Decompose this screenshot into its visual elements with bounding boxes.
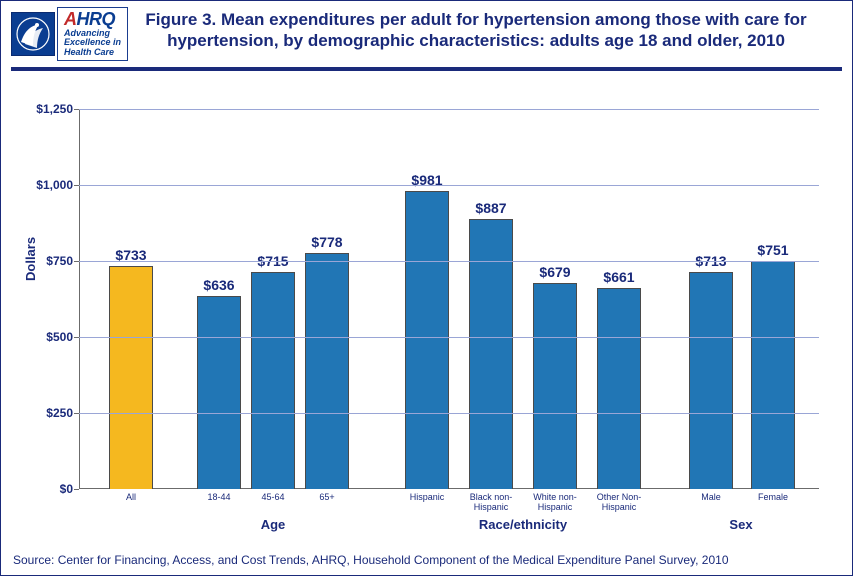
bar-category-label: 65+ bbox=[295, 493, 359, 503]
logo-block: AHRQ Advancing Excellence in Health Care bbox=[11, 7, 128, 61]
y-tick-label: $1,250 bbox=[36, 102, 73, 116]
ahrq-logo: AHRQ Advancing Excellence in Health Care bbox=[57, 7, 128, 61]
bar-value-label: $636 bbox=[203, 277, 234, 293]
y-tick-label: $1,000 bbox=[36, 178, 73, 192]
y-tick-label: $0 bbox=[60, 482, 73, 496]
group-label: Race/ethnicity bbox=[479, 517, 567, 532]
group-label: Age bbox=[261, 517, 286, 532]
bar-value-label: $778 bbox=[311, 234, 342, 250]
hhs-seal-icon bbox=[11, 12, 55, 56]
bar: $63618-44 bbox=[197, 296, 241, 489]
header: AHRQ Advancing Excellence in Health Care… bbox=[1, 1, 852, 61]
bar-category-label: All bbox=[99, 493, 163, 503]
bar-category-label: Female bbox=[741, 493, 805, 503]
figure-container: AHRQ Advancing Excellence in Health Care… bbox=[0, 0, 853, 576]
bar-value-label: $679 bbox=[539, 264, 570, 280]
y-tick-label: $500 bbox=[46, 330, 73, 344]
bar: $981Hispanic bbox=[405, 191, 449, 489]
bars-layer: $733All $63618-44$71545-64$77865+ $981Hisp… bbox=[79, 109, 819, 489]
bar: $679White non-Hispanic bbox=[533, 283, 577, 489]
y-tick-mark bbox=[74, 489, 79, 490]
gridline bbox=[79, 185, 819, 186]
bar-category-label: Male bbox=[679, 493, 743, 503]
y-tick-mark bbox=[74, 413, 79, 414]
y-tick-label: $750 bbox=[46, 254, 73, 268]
bar: $733All bbox=[109, 266, 153, 489]
y-tick-mark bbox=[74, 109, 79, 110]
gridline bbox=[79, 261, 819, 262]
ahrq-wordmark: AHRQ bbox=[64, 10, 121, 28]
bar-value-label: $661 bbox=[603, 269, 634, 285]
bar: $887Black non-Hispanic bbox=[469, 219, 513, 489]
ahrq-tagline: Advancing Excellence in Health Care bbox=[64, 29, 121, 57]
bar-category-label: Black non-Hispanic bbox=[459, 493, 523, 513]
source-note: Source: Center for Financing, Access, an… bbox=[13, 553, 729, 567]
y-axis-title: Dollars bbox=[23, 237, 38, 281]
gridline bbox=[79, 337, 819, 338]
bar-category-label: Other Non-Hispanic bbox=[587, 493, 651, 513]
y-tick-mark bbox=[74, 185, 79, 186]
bar: $661Other Non-Hispanic bbox=[597, 288, 641, 489]
gridline bbox=[79, 109, 819, 110]
bar: $713Male bbox=[689, 272, 733, 489]
gridline bbox=[79, 413, 819, 414]
bar-value-label: $887 bbox=[475, 200, 506, 216]
y-tick-label: $250 bbox=[46, 406, 73, 420]
chart-plot-area: $733All $63618-44$71545-64$77865+ $981Hisp… bbox=[79, 109, 819, 489]
group-label: Sex bbox=[729, 517, 752, 532]
figure-title: Figure 3. Mean expenditures per adult fo… bbox=[140, 7, 842, 52]
y-tick-mark bbox=[74, 261, 79, 262]
bar: $71545-64 bbox=[251, 272, 295, 489]
bar-category-label: Hispanic bbox=[395, 493, 459, 503]
bar: $77865+ bbox=[305, 253, 349, 490]
y-tick-mark bbox=[74, 337, 79, 338]
bar-value-label: $751 bbox=[757, 242, 788, 258]
bar-category-label: White non-Hispanic bbox=[523, 493, 587, 513]
bar: $751Female bbox=[751, 261, 795, 489]
header-divider bbox=[11, 67, 842, 71]
